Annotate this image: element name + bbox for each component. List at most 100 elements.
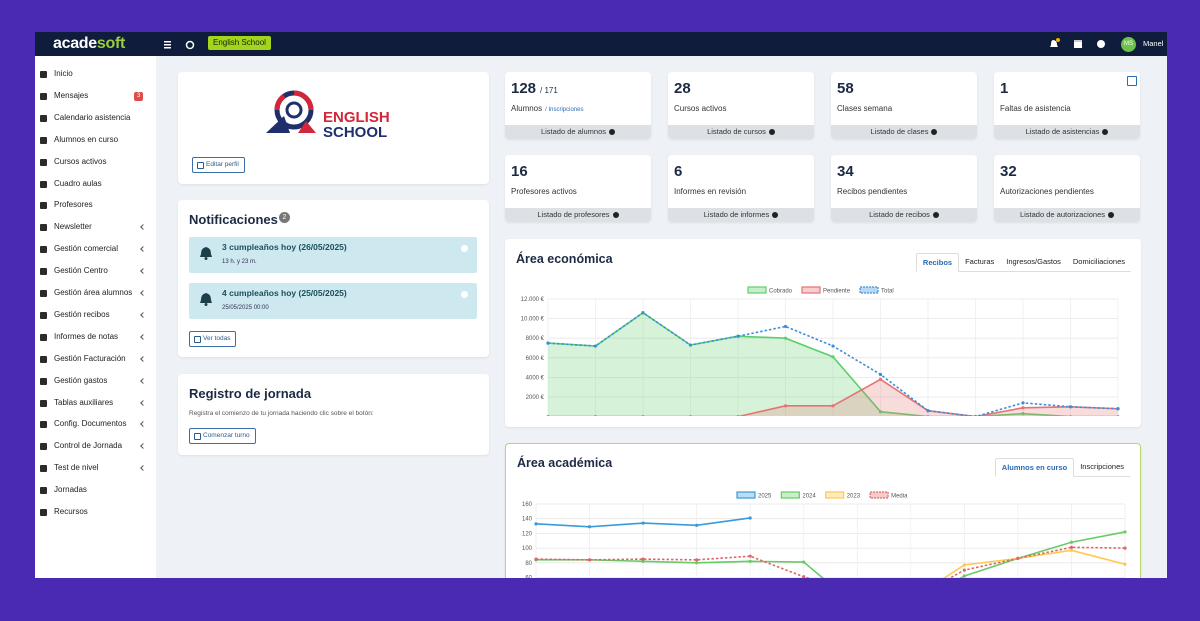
menu-item[interactable]: Inicio	[35, 64, 156, 84]
menu-item[interactable]: Gestión Facturación	[35, 349, 156, 369]
avatar[interactable]: MS	[1121, 37, 1136, 52]
edit-profile-button[interactable]: Editar perfil	[192, 157, 245, 173]
tab[interactable]: Recibos	[915, 253, 960, 272]
economic-chart: 2000 € 4000 € 6000 € 8000 € 10.000 € 12.000 €…	[521, 286, 1120, 416]
point	[641, 521, 645, 525]
stat-link[interactable]: Listado de recibos	[831, 208, 977, 222]
menu-label: Config. Documentos	[54, 419, 127, 429]
stat-link[interactable]: Listado de clases	[831, 125, 977, 139]
menu-item[interactable]: Gestión área alumnos	[35, 283, 156, 303]
menu-item[interactable]: Calendario asistencia	[35, 108, 156, 128]
point	[926, 409, 930, 413]
tab[interactable]: Ingresos/Gastos	[1006, 257, 1061, 266]
menu-item[interactable]: Tablas auxiliares	[35, 393, 156, 413]
menu-item[interactable]: Gestión comercial	[35, 239, 156, 259]
menu-item[interactable]: Alumnos en curso	[35, 130, 156, 150]
settings-icon	[1127, 76, 1137, 86]
stat-link-text[interactable]: Listado de clases	[870, 127, 929, 136]
menu-label: Mensajes	[54, 90, 89, 100]
notification[interactable]: 3 cumpleaños hoy (26/05/2025) 13 h. y 23 …	[189, 237, 477, 273]
stat-link-text[interactable]: Listado de informes	[703, 210, 770, 219]
point	[695, 561, 699, 565]
menu-item[interactable]: Cuadro aulas	[35, 174, 156, 194]
point	[641, 559, 645, 563]
tab[interactable]: Inscripciones	[1080, 462, 1124, 471]
point	[831, 404, 835, 408]
menu-chevron	[140, 399, 146, 406]
top-icons-left[interactable]	[163, 39, 203, 51]
point	[695, 523, 699, 527]
menu-item[interactable]: Jornadas	[35, 480, 156, 500]
point	[1123, 562, 1127, 566]
stat-label: Informes en revisión	[674, 187, 747, 196]
stat-link-text[interactable]: Listado de autorizaciones	[1019, 210, 1106, 219]
stat-link[interactable]: Listado de autorizaciones	[994, 208, 1140, 222]
notification-title: 3 cumpleaños hoy (26/05/2025)	[222, 242, 347, 252]
menu-item[interactable]: Gestión Centro	[35, 261, 156, 281]
stat-link-text[interactable]: Listado de alumnos	[540, 127, 607, 136]
menu-item[interactable]: Config. Documentos	[35, 414, 156, 434]
school-badge[interactable]: English School	[208, 36, 271, 50]
menu-item[interactable]: Recursos	[35, 502, 156, 522]
legend-label: Media	[891, 494, 908, 500]
stat-link[interactable]: Listado de cursos	[668, 125, 814, 139]
logo[interactable]: acadesoft	[53, 35, 125, 53]
menu-item[interactable]: Profesores	[35, 195, 156, 215]
notifications-card: Notificaciones 2 Ver todas 3 cumpleaños …	[178, 200, 489, 357]
y-tick-label: 12.000 €	[521, 297, 545, 303]
stat-link[interactable]: Listado de alumnos	[505, 125, 651, 139]
tab[interactable]: Facturas	[965, 257, 995, 266]
stat-card: 34 Recibos pendientes Listado de recibos	[831, 155, 977, 222]
menu-label: Profesores	[54, 200, 93, 210]
top-icons-right[interactable]	[1049, 37, 1119, 51]
legend-label: Pendiente	[823, 289, 851, 295]
menu-item[interactable]: Test de nivel	[35, 458, 156, 478]
menu-label: Gestión Facturación	[54, 353, 126, 363]
stat-link-text[interactable]: Listado de cursos	[707, 127, 766, 136]
menu-icon	[40, 399, 47, 407]
menu-chevron	[140, 224, 146, 231]
point	[641, 415, 645, 416]
economic-title: Área económica	[516, 252, 613, 266]
menu-item[interactable]: Gestión recibos	[35, 305, 156, 325]
point	[1069, 545, 1074, 549]
menu-label: Informes de notas	[54, 331, 119, 341]
legend-swatch	[736, 491, 756, 499]
tab[interactable]: Domiciliaciones	[1072, 257, 1125, 266]
user-name[interactable]: Manel	[1143, 39, 1164, 48]
menu-item[interactable]: Gestión gastos	[35, 371, 156, 391]
menu-item[interactable]: Mensajes 3	[35, 86, 156, 106]
menu-item[interactable]: Informes de notas	[35, 327, 156, 347]
academic-tabs: Alumnos en curso Inscripciones	[994, 458, 1130, 477]
view-all-button[interactable]: Ver todas	[189, 331, 237, 347]
menu-icon	[40, 202, 47, 210]
menu-icon	[40, 158, 47, 166]
legend-swatch	[747, 286, 767, 294]
menu-item[interactable]: Control de Jornada	[35, 436, 156, 456]
arrow-icon	[612, 212, 619, 218]
line	[535, 546, 1126, 578]
point	[695, 558, 699, 562]
logo-line2: SCHOOL	[323, 124, 388, 141]
stat-link-text[interactable]: Listado de recibos	[869, 210, 930, 219]
menu-icon	[40, 311, 47, 319]
stat-label-link[interactable]: / Inscripciones	[545, 107, 584, 113]
legend-swatch	[869, 491, 889, 499]
menu-chevron	[140, 333, 146, 340]
menu-item[interactable]: Cursos activos	[35, 152, 156, 172]
point	[594, 415, 597, 416]
tab[interactable]: Alumnos en curso	[994, 458, 1075, 477]
point	[688, 343, 693, 347]
stat-link-text[interactable]: Listado de asistencias	[1025, 127, 1100, 136]
stat-link[interactable]: Listado de asistencias	[994, 125, 1140, 139]
stat-link[interactable]: Listado de informes	[668, 208, 814, 222]
start-shift-button[interactable]: Comenzar turno	[189, 428, 256, 444]
stat-link[interactable]: Listado de profesores	[505, 208, 651, 222]
stat-card: 32 Autorizaciones pendientes Listado de au…	[994, 155, 1140, 222]
stat-link-text[interactable]: Listado de profesores	[537, 210, 610, 219]
y-tick-label: 140	[522, 517, 533, 523]
point	[974, 415, 977, 416]
menu-item[interactable]: Newsletter	[35, 217, 156, 237]
notification[interactable]: 4 cumpleaños hoy (25/05/2025) 25/05/2025 …	[189, 283, 477, 319]
